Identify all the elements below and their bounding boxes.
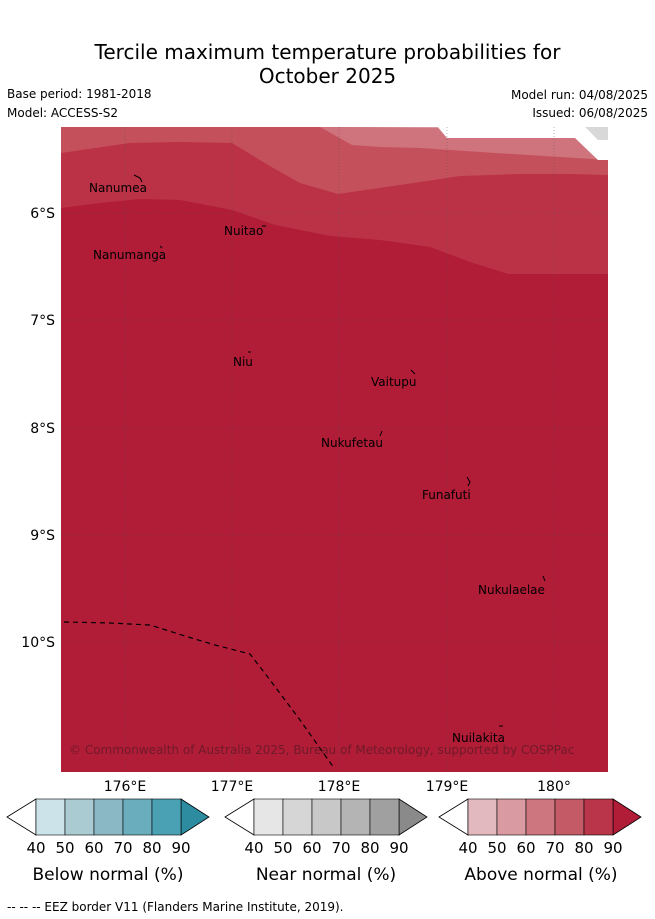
cb-above-tick-80: 80 (574, 839, 593, 857)
colorbar-above-normal-label: Above normal (%) (464, 865, 617, 885)
colorbar-above-normal-swatch (467, 798, 498, 836)
colorbar-near-normal (224, 798, 428, 836)
place-label-nuitao: Nuitao (224, 224, 263, 238)
colorbar-above-normal-low-cap (438, 798, 469, 836)
cb-near-tick-40: 40 (244, 839, 263, 857)
lat-label-7s: 7°S (30, 313, 55, 329)
colorbar-above-normal-swatch (583, 798, 614, 836)
colorbar-near-normal-swatch (253, 798, 284, 836)
model-run: Model run: 04/08/2025 (510, 88, 648, 102)
cb-below-tick-60: 60 (84, 839, 103, 857)
copyright-text: © Commonwealth of Australia 2025, Bureau… (69, 743, 574, 757)
title-line-2: October 2025 (258, 64, 397, 88)
band-near-normal (585, 127, 608, 140)
colorbar-below-normal (6, 798, 210, 836)
map-title: Tercile maximum temperature probabilitie… (0, 40, 655, 88)
cb-above-tick-70: 70 (545, 839, 564, 857)
cb-below-tick-40: 40 (26, 839, 45, 857)
cb-below-tick-90: 90 (171, 839, 190, 857)
place-label-nuilakita: Nuilakita (452, 731, 505, 745)
colorbar-below-normal-low-cap (6, 798, 37, 836)
cb-above-tick-40: 40 (458, 839, 477, 857)
cb-below-tick-70: 70 (113, 839, 132, 857)
cb-above-tick-50: 50 (487, 839, 506, 857)
colorbar-above-normal-high-cap (612, 798, 642, 836)
gridlines (61, 127, 608, 772)
colorbar-near-normal-swatch (369, 798, 400, 836)
cb-near-tick-60: 60 (302, 839, 321, 857)
colorbar-below-normal-label: Below normal (%) (33, 865, 184, 885)
base-period: Base period: 1981-2018 (7, 87, 152, 101)
lat-label-10s: 10°S (21, 635, 55, 651)
colorbar-above-normal (438, 798, 642, 836)
colorbar-below-normal-swatch (151, 798, 182, 836)
place-label-vaitupu: Vaitupu (371, 375, 417, 389)
probability-field (61, 127, 608, 772)
lon-label-178e: 178°E (318, 779, 361, 795)
colorbar-near-normal-low-cap (224, 798, 255, 836)
no-data-area (438, 127, 608, 160)
place-label-nukulaelae: Nukulaelae (478, 583, 545, 597)
lon-label-176e: 176°E (104, 779, 147, 795)
lon-label-177e: 177°E (211, 779, 254, 795)
colorbar-below-normal-swatch (122, 798, 153, 836)
eez-border-line (63, 621, 335, 769)
place-label-nukufetau: Nukufetau (321, 436, 383, 450)
colorbar-near-normal-label: Near normal (%) (256, 865, 396, 885)
lon-label-180: 180° (537, 779, 571, 795)
lat-label-8s: 8°S (30, 421, 55, 437)
cb-near-tick-80: 80 (360, 839, 379, 857)
issued-date: Issued: 06/08/2025 (532, 106, 648, 120)
cb-below-tick-50: 50 (55, 839, 74, 857)
colorbar-above-normal-swatch (554, 798, 585, 836)
place-label-niu: Niu (233, 355, 253, 369)
place-label-funafuti: Funafuti (422, 488, 471, 502)
colorbar-below-normal-swatch (64, 798, 95, 836)
colorbar-near-normal-swatch (340, 798, 371, 836)
title-line-1: Tercile maximum temperature probabilitie… (94, 40, 561, 64)
colorbar-near-normal-swatch (282, 798, 313, 836)
lat-label-9s: 9°S (30, 528, 55, 544)
cb-near-tick-70: 70 (331, 839, 350, 857)
colorbar-above-normal-swatch (496, 798, 527, 836)
colorbar-near-normal-high-cap (398, 798, 428, 836)
place-label-nanumanga: Nanumanga (93, 248, 166, 262)
place-label-nanumea: Nanumea (89, 181, 147, 195)
colorbar-below-normal-high-cap (180, 798, 210, 836)
colorbar-above-normal-swatch (525, 798, 556, 836)
eez-legend-text: -- -- -- EEZ border V11 (Flanders Marine… (7, 900, 344, 914)
colorbar-near-normal-swatch (311, 798, 342, 836)
cb-below-tick-80: 80 (142, 839, 161, 857)
island-shapes (133, 174, 546, 727)
lon-label-179e: 179°E (426, 779, 469, 795)
cb-near-tick-90: 90 (389, 839, 408, 857)
model-name: Model: ACCESS-S2 (7, 106, 119, 120)
lat-label-6s: 6°S (30, 206, 55, 222)
colorbar-below-normal-swatch (35, 798, 66, 836)
colorbar-below-normal-swatch (93, 798, 124, 836)
cb-above-tick-60: 60 (516, 839, 535, 857)
cb-above-tick-90: 90 (603, 839, 622, 857)
cb-near-tick-50: 50 (273, 839, 292, 857)
